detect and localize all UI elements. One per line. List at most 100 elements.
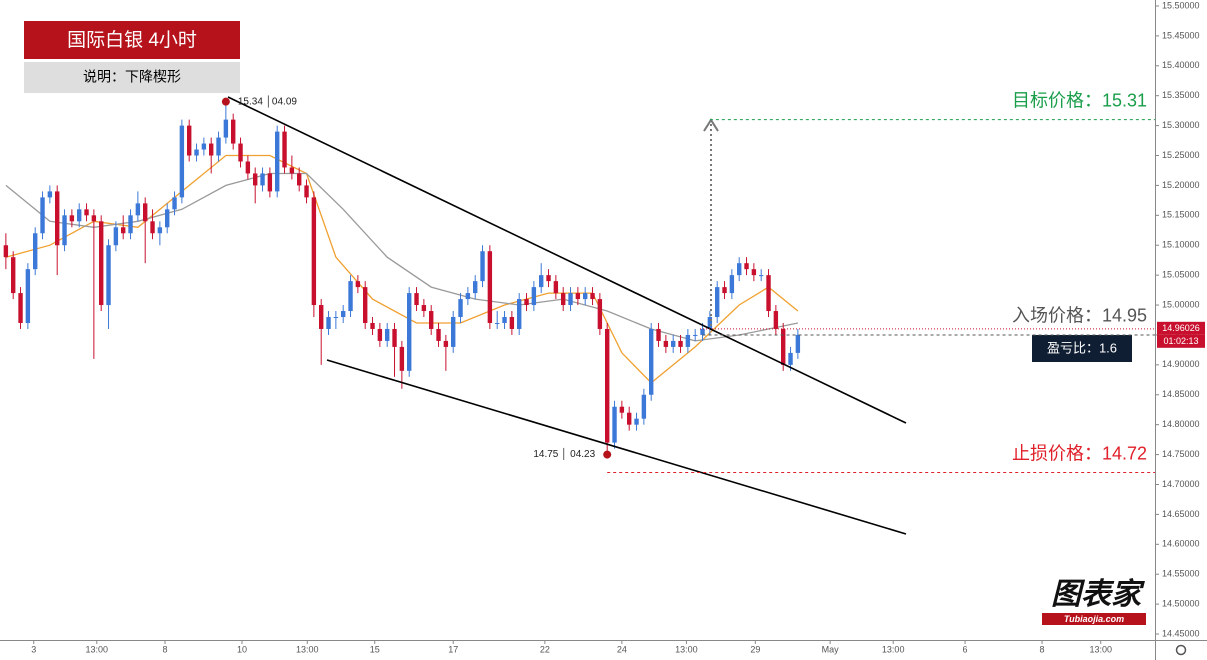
candle-body xyxy=(399,346,405,371)
candle-body xyxy=(407,293,412,371)
candle-body xyxy=(465,293,471,300)
candle-body xyxy=(62,215,67,246)
candle-body xyxy=(165,209,170,228)
y-tick-label: 15.35000 xyxy=(1162,90,1200,100)
title: 国际白银 4小时 xyxy=(67,29,197,51)
candle-body xyxy=(201,143,207,150)
candle-body xyxy=(238,143,243,162)
candle-body xyxy=(722,287,727,294)
candle-body xyxy=(47,191,53,198)
candle-body xyxy=(531,287,537,306)
y-tick-label: 14.90000 xyxy=(1162,359,1200,369)
logo-sub: Tubiaojia.com xyxy=(1064,614,1124,624)
candle-body xyxy=(363,287,368,323)
x-tick-label: 6 xyxy=(963,644,968,654)
y-tick-label: 14.50000 xyxy=(1162,598,1200,608)
candle-body xyxy=(253,173,258,186)
subtitle: 说明：下降楔形 xyxy=(83,69,181,85)
candle-body xyxy=(773,311,779,329)
candle-body xyxy=(656,328,661,341)
candle-body xyxy=(33,233,38,270)
candle-body xyxy=(663,340,669,347)
last-price-label: 14.96026 xyxy=(1162,323,1200,333)
candle-body xyxy=(385,328,390,341)
candle-body xyxy=(737,263,742,276)
candle-body xyxy=(443,340,449,347)
candle-body xyxy=(517,299,522,329)
candle-body xyxy=(795,334,801,353)
candle-body xyxy=(143,203,148,222)
y-tick-label: 14.65000 xyxy=(1162,509,1200,519)
candle-body xyxy=(275,131,280,192)
candle-body xyxy=(319,305,324,329)
x-tick-label: 10 xyxy=(237,644,247,654)
x-tick-label: 13:00 xyxy=(882,644,905,654)
y-tick-label: 15.15000 xyxy=(1162,210,1200,220)
candle-body xyxy=(106,245,111,306)
countdown: 01:02:13 xyxy=(1163,336,1198,346)
candle-body xyxy=(627,412,632,425)
y-tick-label: 14.85000 xyxy=(1162,389,1200,399)
candle-body xyxy=(458,299,463,318)
candle-body xyxy=(231,119,236,144)
y-tick-label: 15.10000 xyxy=(1162,240,1200,250)
candle-body xyxy=(480,251,485,282)
settings-icon[interactable] xyxy=(1175,644,1187,656)
x-tick-label: 3 xyxy=(31,644,36,654)
last-price-tag xyxy=(1157,321,1205,335)
candle-body xyxy=(546,275,551,282)
candle-body xyxy=(150,221,155,234)
candle-body xyxy=(715,287,720,318)
x-tick-label: 29 xyxy=(750,644,760,654)
level-label: 入场价格：14.95 xyxy=(1012,306,1147,326)
x-tick-label: 22 xyxy=(540,644,550,654)
candle-body xyxy=(414,293,419,306)
y-tick-label: 14.60000 xyxy=(1162,539,1200,549)
candle-body xyxy=(216,137,221,156)
candle-body xyxy=(333,317,339,319)
annotation-point xyxy=(221,97,230,106)
y-tick-label: 14.55000 xyxy=(1162,569,1200,579)
candle-body xyxy=(77,209,82,222)
candle-body xyxy=(421,305,427,312)
candle-body xyxy=(113,227,119,246)
x-tick-label: 8 xyxy=(162,644,167,654)
candle-body xyxy=(135,203,141,216)
candle-body xyxy=(641,394,647,419)
candle-body xyxy=(759,275,764,277)
candle-body xyxy=(209,143,214,156)
candle-body xyxy=(348,281,353,312)
candle-body xyxy=(121,227,126,234)
candle-body xyxy=(568,293,573,306)
candle-body xyxy=(304,185,309,198)
y-tick-label: 14.80000 xyxy=(1162,419,1200,429)
candle-body xyxy=(223,119,229,138)
candle-body xyxy=(282,131,287,168)
x-tick-label: 8 xyxy=(1040,644,1045,654)
candle-body xyxy=(766,275,771,312)
candle-body xyxy=(157,227,163,234)
candle-body xyxy=(436,328,441,341)
candle-body xyxy=(128,215,133,234)
y-tick-label: 14.45000 xyxy=(1162,628,1200,638)
y-tick-label: 15.20000 xyxy=(1162,180,1200,190)
candle-body xyxy=(619,406,625,413)
candle-body xyxy=(583,293,588,300)
candle-body xyxy=(392,328,397,347)
candle-body xyxy=(297,173,302,186)
countdown-tag xyxy=(1157,334,1205,348)
candle-body xyxy=(561,293,566,306)
title-box xyxy=(24,21,240,59)
logo: 图表家 xyxy=(1051,577,1145,611)
annotation-label: 14.75 │ 04.23 xyxy=(533,447,595,461)
candle-body xyxy=(678,340,683,347)
y-tick-label: 15.50000 xyxy=(1162,0,1200,10)
y-tick-label: 15.00000 xyxy=(1162,299,1200,309)
x-tick-label: 17 xyxy=(448,644,458,654)
candle-body xyxy=(487,251,493,323)
candle-body xyxy=(18,293,23,323)
candle-body xyxy=(729,275,735,294)
candle-body xyxy=(539,275,544,288)
